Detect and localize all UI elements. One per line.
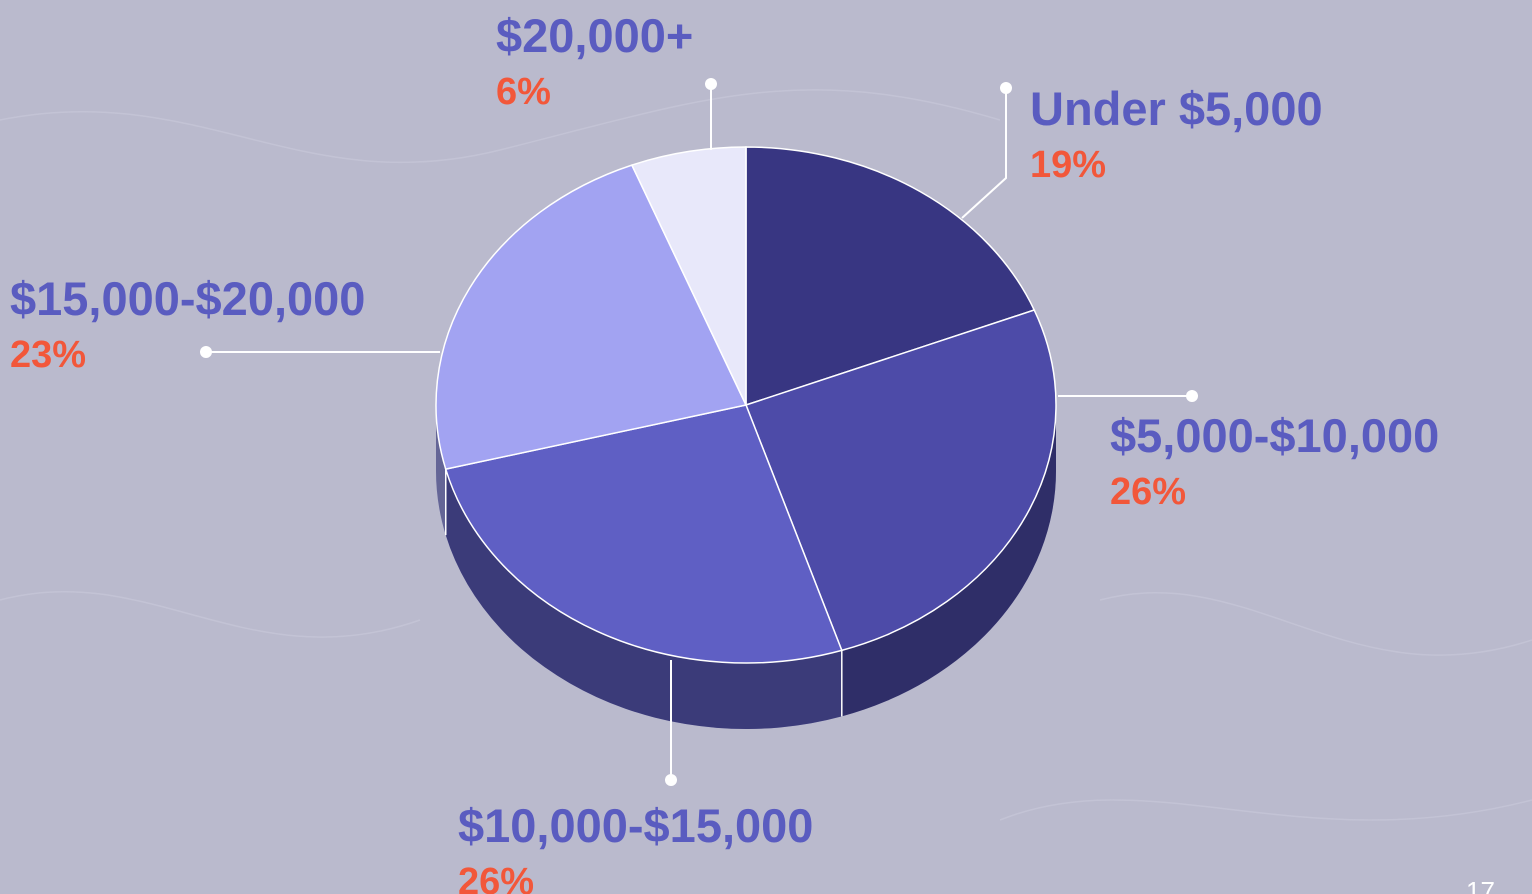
leader-dot	[1186, 390, 1198, 402]
slice-percent: 26%	[458, 861, 534, 894]
pie-slice	[444, 404, 843, 664]
leader-dot	[1000, 82, 1012, 94]
slice-percent: 23%	[10, 334, 86, 376]
pie-slice	[745, 146, 1036, 407]
pie-slice	[630, 146, 747, 406]
leader-dot	[200, 346, 212, 358]
pie-side-shade	[445, 469, 842, 729]
pie-side	[841, 405, 1056, 717]
leader-dot	[665, 774, 677, 786]
slice-percent: 19%	[1030, 144, 1106, 186]
slice-label: $10,000-$15,000	[458, 799, 813, 852]
slice-label: $20,000+	[496, 9, 693, 62]
pie-slice	[745, 309, 1057, 652]
leader-dot	[705, 78, 717, 90]
pie-slice	[435, 164, 748, 471]
pie-side	[445, 469, 842, 729]
background-contours	[0, 89, 1532, 821]
slice-percent: 26%	[1110, 471, 1186, 513]
slice-label: $5,000-$10,000	[1110, 409, 1439, 462]
slice-percent: 6%	[496, 71, 551, 113]
slice-label: $15,000-$20,000	[10, 272, 365, 325]
slice-label: Under $5,000	[1030, 82, 1323, 135]
leader-line	[961, 88, 1007, 219]
pie-side-shade	[841, 405, 1056, 717]
page-number: 17	[1466, 876, 1495, 894]
